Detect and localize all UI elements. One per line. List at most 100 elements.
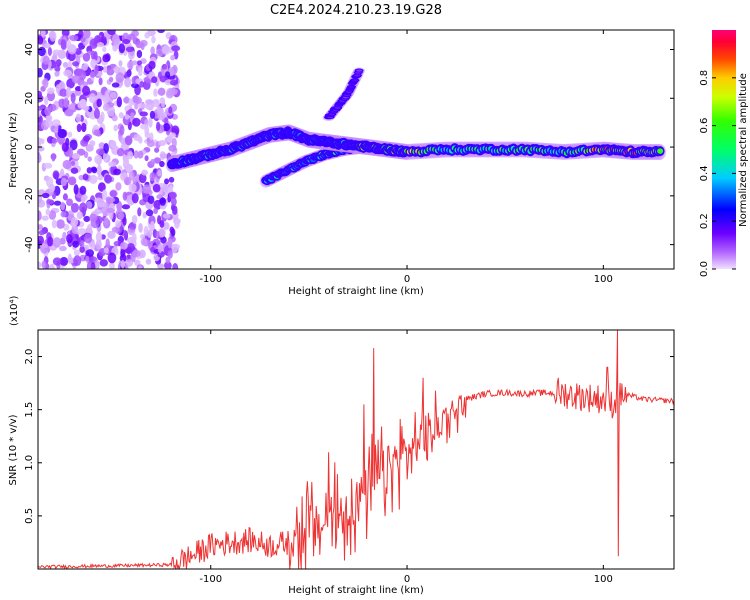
colorbar-tick-label: 0.8 — [699, 70, 710, 86]
noise-blob — [94, 197, 103, 203]
noise-blob — [59, 256, 69, 266]
noise-blob — [105, 196, 112, 204]
noise-blob — [47, 46, 52, 56]
noise-blob — [126, 242, 135, 252]
noise-blob — [53, 200, 62, 206]
noise-blob — [52, 257, 62, 266]
noise-blob — [131, 232, 137, 243]
noise-blob — [148, 60, 156, 70]
noise-blob — [115, 72, 125, 84]
noise-blob — [146, 140, 155, 148]
snr-series-line — [38, 330, 674, 569]
noise-blob — [79, 185, 87, 195]
noise-blob — [80, 98, 87, 108]
upper-streak-core — [334, 106, 341, 109]
noise-blob — [122, 39, 131, 45]
noise-blob — [97, 201, 105, 208]
noise-blob — [81, 63, 88, 71]
noise-blob — [122, 216, 127, 226]
noise-blob — [51, 219, 58, 229]
noise-blob — [155, 121, 161, 132]
noise-blob — [70, 217, 79, 227]
upper-streak-core — [348, 85, 355, 88]
noise-blob — [63, 69, 73, 77]
noise-blob — [168, 88, 178, 96]
noise-blob — [45, 208, 51, 216]
noise-blob — [141, 169, 149, 176]
noise-blob — [102, 66, 108, 73]
x-tick-label: 0 — [404, 274, 410, 285]
noise-blob — [98, 77, 103, 86]
noise-blob — [144, 155, 149, 162]
noise-blob — [93, 129, 101, 137]
noise-blob — [86, 224, 93, 235]
noise-blob — [81, 122, 87, 133]
noise-blob — [157, 71, 163, 79]
noise-blob — [70, 167, 79, 174]
noise-blob — [61, 30, 70, 37]
noise-blob — [76, 123, 82, 133]
noise-blob — [123, 96, 130, 104]
noise-blob — [82, 173, 89, 181]
y-tick-label: 0.5 — [24, 508, 35, 524]
x-tick-label: 100 — [594, 574, 613, 585]
noise-blob — [169, 79, 178, 86]
noise-blob — [38, 114, 43, 125]
noise-blob — [51, 137, 58, 144]
noise-blob — [159, 97, 165, 104]
noise-blob — [95, 239, 102, 250]
colorbar-tick-label: 0.2 — [699, 213, 710, 229]
snr-frame — [37, 329, 675, 570]
noise-blob — [103, 247, 109, 254]
snr-ylabel: SNR (10 * v/v) — [8, 414, 19, 485]
noise-blob — [45, 114, 53, 122]
noise-blob — [103, 142, 109, 154]
noise-blob — [71, 224, 79, 235]
noise-blob — [132, 176, 137, 185]
noise-blob — [136, 60, 142, 66]
noise-blob — [85, 201, 93, 209]
noise-blob — [139, 81, 145, 88]
noise-blob — [137, 265, 143, 269]
noise-blob — [70, 160, 76, 166]
y-tick-label: 40 — [24, 43, 35, 56]
colorbar-label: Normalized spectral amplitude — [738, 73, 749, 227]
noise-blob — [128, 183, 137, 193]
noise-blob — [78, 30, 84, 40]
noise-blob — [164, 178, 170, 185]
noise-blob — [118, 112, 124, 119]
y-tick-label: -40 — [24, 236, 35, 252]
noise-blob — [144, 99, 154, 105]
noise-blob — [123, 157, 130, 167]
noise-blob — [38, 35, 44, 45]
noise-blob — [82, 52, 91, 62]
noise-blob — [71, 75, 81, 84]
noise-blob — [47, 236, 54, 247]
noise-blob — [132, 249, 141, 258]
noise-blob — [94, 259, 100, 269]
noise-blob — [46, 199, 55, 205]
noise-blob — [54, 71, 60, 77]
upper-streak-core — [354, 74, 361, 77]
noise-blob — [72, 61, 80, 67]
noise-blob — [72, 240, 80, 248]
noise-blob — [152, 100, 160, 108]
noise-blob — [38, 235, 44, 246]
noise-blob — [67, 147, 74, 159]
heatmap-data-layer — [38, 30, 667, 269]
noise-blob — [60, 39, 67, 50]
x-tick-label: -100 — [199, 274, 222, 285]
noise-blob — [111, 226, 120, 233]
noise-blob — [82, 30, 91, 39]
noise-blob — [132, 117, 141, 127]
noise-blob — [131, 82, 139, 89]
noise-blob — [65, 86, 72, 98]
noise-blob — [88, 93, 97, 104]
noise-blob — [55, 59, 62, 67]
noise-blob — [96, 148, 105, 156]
noise-blob — [102, 54, 110, 63]
noise-blob — [107, 230, 116, 239]
heatmap-frame — [37, 29, 675, 270]
noise-blob — [140, 123, 149, 130]
